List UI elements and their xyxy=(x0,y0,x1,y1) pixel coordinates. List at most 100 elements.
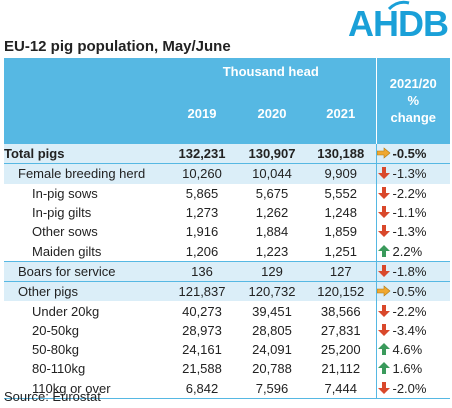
cell-2021: 25,200 xyxy=(320,342,361,358)
row-label: Other pigs xyxy=(4,281,166,302)
up-arrow-icon xyxy=(377,362,390,375)
cell-2021: 27,831 xyxy=(320,322,361,338)
row-label: Total pigs xyxy=(4,142,166,164)
cell-2019: 10,260 xyxy=(166,163,238,184)
cell-2019: 5,865 xyxy=(185,185,219,201)
cell-2021: 5,552 xyxy=(324,185,358,201)
change-value: 4.6% xyxy=(392,342,423,358)
change-value: -0.5% xyxy=(392,284,427,300)
change-value: -2.0% xyxy=(392,380,427,396)
header-year-2020: 2020 xyxy=(238,84,306,144)
cell-2020: 130,907 xyxy=(238,142,306,164)
row-label: In-pig gilts xyxy=(32,205,92,221)
table-body: Total pigs 132,231 130,907 130,188 -0.5% Fema… xyxy=(4,142,450,399)
cell-2020: 7,596 xyxy=(238,378,306,399)
cell-2020: 39,451 xyxy=(252,303,292,319)
row-label: 110kg or over xyxy=(4,378,166,399)
table-row: Female breeding herd 10,260 10,044 9,909 -1.… xyxy=(4,163,450,184)
cell-2021: 7,444 xyxy=(306,378,376,399)
table-row: Maiden gilts 1,206 1,223 1,251 2.2% xyxy=(4,241,450,262)
row-label: 50-80kg xyxy=(32,342,79,358)
cell-2019: 1,916 xyxy=(185,224,219,240)
cell-2019: 1,273 xyxy=(185,205,219,221)
cell-2019: 40,273 xyxy=(182,303,222,319)
table-row: Other pigs 121,837 120,732 120,152 -0.5% xyxy=(4,281,450,302)
cell-change: 4.6% xyxy=(375,339,450,360)
change-value: -2.2% xyxy=(392,303,427,319)
change-value: -0.5% xyxy=(392,146,427,162)
cell-2020: 120,732 xyxy=(238,281,306,302)
down-arrow-icon xyxy=(377,304,390,317)
row-label: Other sows xyxy=(32,224,98,240)
cell-2021: 21,112 xyxy=(321,361,361,377)
cell-change: -0.5% xyxy=(375,281,450,302)
row-label: Female breeding herd xyxy=(4,163,166,184)
change-value: -1.8% xyxy=(392,263,427,279)
cell-2020: 28,805 xyxy=(252,322,292,338)
cell-change: -1.1% xyxy=(375,202,450,223)
change-value: -1.1% xyxy=(392,205,427,221)
row-label: Maiden gilts xyxy=(32,243,102,259)
cell-change: 2.2% xyxy=(375,241,450,262)
cell-change: -2.2% xyxy=(375,301,450,321)
change-value: -1.3% xyxy=(392,166,427,182)
header-change-line1: 2021/20 xyxy=(389,76,437,91)
cell-change: -3.4% xyxy=(375,320,450,340)
cell-2020: 129 xyxy=(238,260,306,282)
cell-2021: 130,188 xyxy=(306,142,376,164)
logo-text: AHDB xyxy=(348,3,449,44)
change-value: -2.2% xyxy=(392,185,427,201)
source-note: Source: Eurostat xyxy=(4,389,101,404)
cell-2020: 1,884 xyxy=(255,224,289,240)
header-change: 2021/20 % change xyxy=(375,58,450,144)
cell-2020: 5,675 xyxy=(255,185,289,201)
down-arrow-icon xyxy=(377,225,390,238)
cell-2021: 9,909 xyxy=(306,163,376,184)
header-change-line2: % xyxy=(407,93,420,108)
table-row: Other sows 1,916 1,884 1,859 -1.3% xyxy=(4,222,450,242)
down-arrow-icon xyxy=(377,381,390,394)
row-label: Boars for service xyxy=(4,260,166,282)
change-value: -3.4% xyxy=(392,322,427,338)
table-row: In-pig sows 5,865 5,675 5,552 -2.2% xyxy=(4,183,450,203)
cell-2020: 1,262 xyxy=(255,205,289,221)
right-arrow-icon xyxy=(376,147,390,159)
change-value: 2.2% xyxy=(392,243,423,259)
table-row: Under 20kg 40,273 39,451 38,566 -2.2% xyxy=(4,301,450,321)
cell-2021: 1,248 xyxy=(324,205,358,221)
cell-2019: 24,161 xyxy=(182,342,222,358)
cell-change: -1.8% xyxy=(375,260,450,282)
row-label: In-pig sows xyxy=(32,185,98,201)
cell-change: -0.5% xyxy=(375,142,450,164)
table-row: Boars for service 136 129 127 -1.8% xyxy=(4,260,450,282)
down-arrow-icon xyxy=(377,206,390,219)
cell-2020: 10,044 xyxy=(238,163,306,184)
cell-2019: 132,231 xyxy=(166,142,238,164)
cell-2019: 21,588 xyxy=(182,361,222,377)
ahdb-logo: AHDB xyxy=(348,0,449,44)
cell-2019: 1,206 xyxy=(185,243,219,259)
header-label-blank xyxy=(4,84,166,144)
cell-change: -2.0% xyxy=(375,378,450,399)
up-arrow-icon xyxy=(377,244,390,257)
cell-2019: 6,842 xyxy=(166,378,238,399)
cell-2021: 127 xyxy=(306,260,376,282)
pig-population-table: Thousand head 2021/20 % change 2019 2020… xyxy=(4,58,450,399)
cell-2021: 1,859 xyxy=(324,224,358,240)
header-blank xyxy=(4,58,166,84)
table-row: Total pigs 132,231 130,907 130,188 -0.5% xyxy=(4,142,450,164)
header-year-2019: 2019 xyxy=(166,84,238,144)
right-arrow-icon xyxy=(376,285,390,297)
cell-change: -1.3% xyxy=(375,222,450,242)
down-arrow-icon xyxy=(377,323,390,336)
table-title: EU-12 pig population, May/June xyxy=(4,38,231,55)
table-row: 50-80kg 24,161 24,091 25,200 4.6% xyxy=(4,339,450,360)
change-value: -1.3% xyxy=(392,224,427,240)
cell-2021: 38,566 xyxy=(320,303,361,319)
cell-2019: 28,973 xyxy=(182,322,222,338)
cell-2019: 136 xyxy=(166,260,238,282)
cell-change: 1.6% xyxy=(375,359,450,379)
down-arrow-icon xyxy=(377,167,390,180)
header-group-label: Thousand head xyxy=(166,58,376,84)
cell-2021: 1,251 xyxy=(324,243,358,259)
